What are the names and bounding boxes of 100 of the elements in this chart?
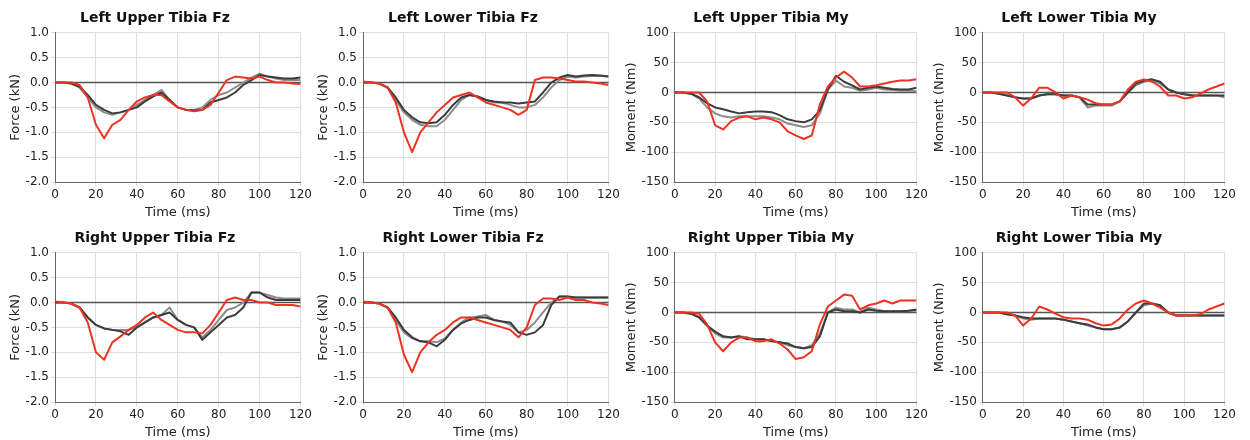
x-tick-label: 120 bbox=[905, 407, 928, 422]
y-tick-label: -100 bbox=[949, 144, 977, 159]
y-tick-label: 100 bbox=[645, 24, 669, 39]
y-tick-label: -1.0 bbox=[25, 124, 50, 139]
y-tick-label: -1.0 bbox=[333, 344, 358, 359]
y-tick-label: -50 bbox=[649, 114, 669, 129]
x-tick-label: 100 bbox=[556, 407, 580, 422]
y-tick-label: 0.0 bbox=[337, 294, 358, 309]
y-axis-title: Force (kN) bbox=[7, 294, 23, 361]
y-tick-label: 0 bbox=[969, 304, 977, 319]
y-tick-label: -100 bbox=[641, 364, 669, 379]
y-tick-label: -0.5 bbox=[333, 99, 358, 114]
y-axis-title: Force (kN) bbox=[7, 74, 23, 141]
chart-title: Right Upper Tibia My bbox=[687, 229, 855, 246]
x-axis-title: Time (ms) bbox=[452, 203, 519, 219]
chart-title: Left Upper Tibia My bbox=[693, 9, 849, 26]
x-tick-label: 80 bbox=[828, 187, 844, 202]
x-tick-label: 40 bbox=[437, 187, 453, 202]
y-tick-label: 0.5 bbox=[337, 49, 358, 64]
y-tick-label: -150 bbox=[949, 394, 977, 409]
chart-title: Left Upper Tibia Fz bbox=[80, 9, 230, 26]
y-tick-label: 50 bbox=[961, 274, 977, 289]
x-tick-label: 80 bbox=[211, 187, 227, 202]
y-tick-label: 100 bbox=[953, 244, 977, 259]
x-tick-label: 20 bbox=[88, 187, 104, 202]
y-tick-label: -100 bbox=[641, 144, 669, 159]
x-tick-label: 80 bbox=[828, 407, 844, 422]
x-tick-label: 60 bbox=[478, 407, 494, 422]
y-tick-label: -1.0 bbox=[25, 344, 50, 359]
y-tick-label: 50 bbox=[653, 274, 669, 289]
y-tick-label: -50 bbox=[957, 114, 977, 129]
y-tick-label: -2.0 bbox=[333, 174, 358, 189]
x-tick-label: 120 bbox=[1213, 187, 1236, 202]
x-tick-label: 40 bbox=[129, 187, 145, 202]
x-axis-title: Time (ms) bbox=[144, 423, 211, 439]
y-tick-label: 0.5 bbox=[337, 269, 358, 284]
x-tick-label: 120 bbox=[289, 187, 312, 202]
x-tick-label: 80 bbox=[1136, 187, 1152, 202]
x-axis-title: Time (ms) bbox=[761, 203, 829, 219]
y-tick-label: 0.0 bbox=[29, 294, 50, 309]
x-tick-label: 120 bbox=[289, 407, 312, 422]
x-tick-label: 100 bbox=[864, 407, 888, 422]
x-tick-label: 80 bbox=[519, 407, 535, 422]
x-tick-label: 60 bbox=[170, 187, 186, 202]
y-tick-label: 0.0 bbox=[29, 74, 50, 89]
y-tick-label: 0.0 bbox=[337, 74, 358, 89]
x-tick-label: 60 bbox=[1096, 187, 1112, 202]
x-tick-label: 60 bbox=[788, 187, 804, 202]
x-tick-label: 60 bbox=[1096, 407, 1112, 422]
x-tick-label: 20 bbox=[1015, 187, 1031, 202]
y-tick-label: 100 bbox=[645, 244, 669, 259]
x-tick-label: 40 bbox=[1055, 187, 1072, 202]
x-axis-title: Time (ms) bbox=[1069, 423, 1137, 439]
y-tick-label: -1.5 bbox=[333, 149, 358, 164]
y-tick-label: 0.5 bbox=[29, 49, 50, 64]
y-tick-label: -50 bbox=[649, 334, 669, 349]
x-tick-label: 20 bbox=[396, 187, 412, 202]
x-tick-label: 0 bbox=[671, 187, 679, 202]
y-axis-title: Moment (Nm) bbox=[931, 62, 947, 153]
x-axis-title: Time (ms) bbox=[452, 423, 519, 439]
x-tick-label: 120 bbox=[1213, 407, 1236, 422]
y-axis-title: Force (kN) bbox=[315, 74, 331, 141]
y-axis-title: Force (kN) bbox=[315, 294, 331, 361]
y-tick-label: 1.0 bbox=[337, 244, 358, 259]
x-tick-label: 0 bbox=[979, 187, 987, 202]
x-tick-label: 40 bbox=[747, 187, 764, 202]
y-tick-label: 1.0 bbox=[29, 244, 50, 259]
x-axis-title: Time (ms) bbox=[144, 203, 211, 219]
x-tick-label: 0 bbox=[671, 407, 679, 422]
x-tick-label: 100 bbox=[248, 187, 272, 202]
y-tick-label: 50 bbox=[653, 54, 669, 69]
x-tick-label: 80 bbox=[1136, 407, 1152, 422]
chart-title: Left Lower Tibia My bbox=[1001, 9, 1157, 26]
x-tick-label: 40 bbox=[1055, 407, 1072, 422]
y-tick-label: -50 bbox=[957, 334, 977, 349]
y-tick-label: 0.5 bbox=[29, 269, 50, 284]
y-tick-label: 0 bbox=[661, 84, 669, 99]
y-tick-label: -2.0 bbox=[333, 394, 358, 409]
y-tick-label: -0.5 bbox=[333, 319, 358, 334]
x-tick-label: 20 bbox=[707, 187, 723, 202]
x-tick-label: 120 bbox=[597, 187, 620, 202]
x-tick-label: 100 bbox=[248, 407, 272, 422]
y-tick-label: -1.5 bbox=[25, 149, 50, 164]
x-tick-label: 60 bbox=[478, 187, 494, 202]
x-tick-label: 120 bbox=[597, 407, 620, 422]
x-tick-label: 80 bbox=[519, 187, 535, 202]
y-axis-title: Moment (Nm) bbox=[623, 62, 639, 153]
y-tick-label: -0.5 bbox=[25, 319, 50, 334]
y-tick-label: -2.0 bbox=[25, 394, 50, 409]
y-tick-label: -150 bbox=[641, 394, 669, 409]
x-axis-title: Time (ms) bbox=[761, 423, 829, 439]
x-tick-label: 20 bbox=[1015, 407, 1031, 422]
x-tick-label: 40 bbox=[437, 407, 453, 422]
y-tick-label: -1.0 bbox=[333, 124, 358, 139]
y-tick-label: -150 bbox=[949, 174, 977, 189]
chart-title: Left Lower Tibia Fz bbox=[387, 9, 539, 26]
x-tick-label: 80 bbox=[211, 407, 227, 422]
x-tick-label: 40 bbox=[747, 407, 764, 422]
x-tick-label: 20 bbox=[707, 407, 723, 422]
x-tick-label: 60 bbox=[788, 407, 804, 422]
